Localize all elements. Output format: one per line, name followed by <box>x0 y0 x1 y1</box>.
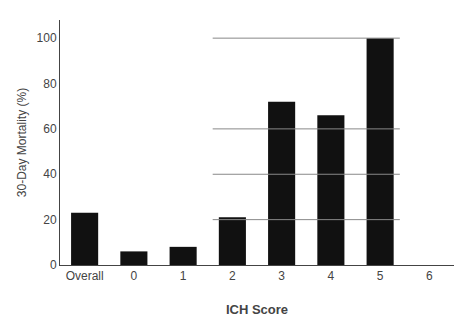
svg-text:5: 5 <box>377 269 384 283</box>
svg-text:100: 100 <box>37 31 57 45</box>
svg-text:6: 6 <box>426 269 433 283</box>
svg-text:1: 1 <box>180 269 187 283</box>
svg-text:0: 0 <box>50 258 57 272</box>
svg-text:2: 2 <box>229 269 236 283</box>
svg-text:40: 40 <box>43 167 57 181</box>
svg-text:80: 80 <box>43 77 57 91</box>
svg-text:30-Day Mortality (%): 30-Day Mortality (%) <box>15 88 29 197</box>
svg-text:0: 0 <box>131 269 138 283</box>
svg-text:Overall: Overall <box>66 269 104 283</box>
svg-text:60: 60 <box>43 122 57 136</box>
svg-text:ICH Score: ICH Score <box>226 302 288 317</box>
svg-text:4: 4 <box>328 269 335 283</box>
svg-text:3: 3 <box>278 269 285 283</box>
svg-text:20: 20 <box>43 213 57 227</box>
